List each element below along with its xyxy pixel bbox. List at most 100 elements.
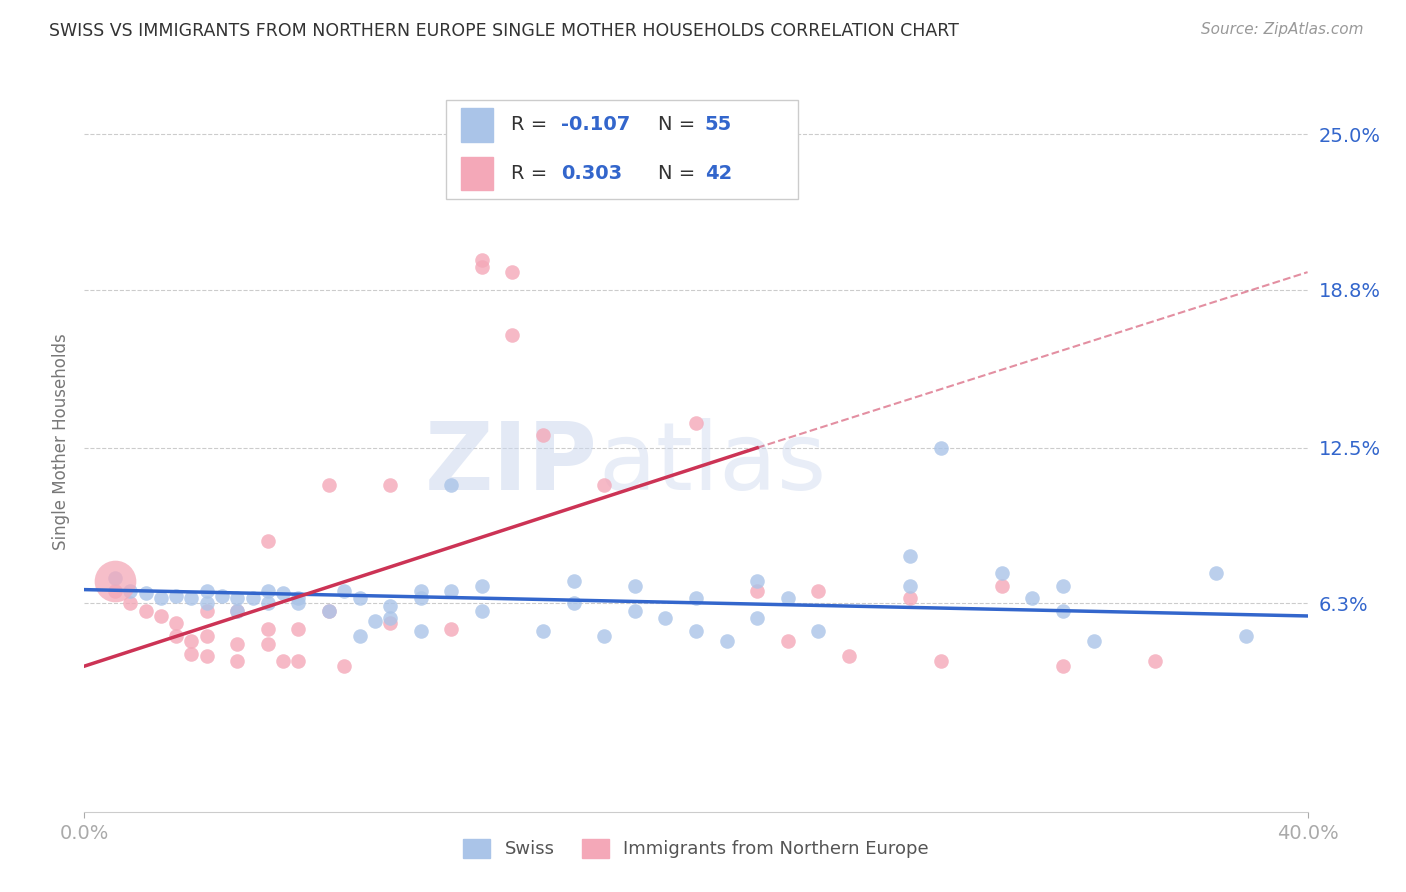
Point [257, 583, 280, 598]
Point [747, 611, 769, 625]
Text: R =: R = [510, 163, 554, 183]
Point [807, 583, 830, 598]
Point [364, 614, 387, 628]
Point [195, 604, 218, 618]
Point [440, 622, 463, 636]
Point [685, 591, 707, 606]
Point [747, 583, 769, 598]
Point [776, 634, 799, 648]
Point [104, 583, 127, 598]
Point [380, 616, 402, 631]
Point [531, 624, 554, 638]
Point [747, 574, 769, 588]
Point [226, 591, 249, 606]
Point [349, 591, 371, 606]
Point [226, 636, 249, 650]
Point [593, 478, 616, 492]
Point [502, 265, 524, 279]
Point [349, 629, 371, 643]
Point [929, 441, 952, 455]
Point [242, 591, 264, 606]
Point [471, 260, 494, 274]
Point [776, 591, 799, 606]
Point [257, 596, 280, 610]
Point [195, 649, 218, 664]
Point [120, 583, 142, 598]
Point [211, 589, 233, 603]
Text: Source: ZipAtlas.com: Source: ZipAtlas.com [1201, 22, 1364, 37]
Point [991, 579, 1014, 593]
Point [226, 604, 249, 618]
Point [471, 579, 494, 593]
Point [1052, 604, 1074, 618]
FancyBboxPatch shape [447, 100, 797, 199]
Point [318, 604, 340, 618]
Point [333, 583, 356, 598]
Point [593, 629, 616, 643]
Point [135, 604, 157, 618]
Point [898, 591, 921, 606]
Bar [461, 157, 494, 190]
Text: atlas: atlas [598, 417, 827, 509]
Y-axis label: Single Mother Households: Single Mother Households [52, 334, 70, 549]
Text: 42: 42 [704, 163, 733, 183]
Point [104, 571, 127, 585]
Point [195, 629, 218, 643]
Point [333, 659, 356, 673]
Point [531, 428, 554, 442]
Point [440, 478, 463, 492]
Point [1052, 579, 1074, 593]
Point [1143, 654, 1166, 668]
Point [1083, 634, 1105, 648]
Point [685, 624, 707, 638]
Point [257, 622, 280, 636]
Point [287, 654, 309, 668]
Point [195, 583, 218, 598]
Point [380, 478, 402, 492]
Point [271, 654, 294, 668]
Point [409, 624, 432, 638]
Point [180, 647, 202, 661]
Point [180, 634, 202, 648]
Point [1052, 659, 1074, 673]
Point [180, 591, 202, 606]
Point [440, 583, 463, 598]
Point [257, 636, 280, 650]
Text: SWISS VS IMMIGRANTS FROM NORTHERN EUROPE SINGLE MOTHER HOUSEHOLDS CORRELATION CH: SWISS VS IMMIGRANTS FROM NORTHERN EUROPE… [49, 22, 959, 40]
Point [409, 583, 432, 598]
Point [165, 616, 187, 631]
Text: 55: 55 [704, 115, 733, 135]
Point [165, 589, 187, 603]
Point [120, 596, 142, 610]
Point [807, 624, 830, 638]
Point [226, 604, 249, 618]
Point [135, 586, 157, 600]
Point [149, 609, 172, 624]
Text: ZIP: ZIP [425, 417, 598, 509]
Point [287, 591, 309, 606]
Text: N =: N = [658, 163, 702, 183]
Point [380, 611, 402, 625]
Legend: Swiss, Immigrants from Northern Europe: Swiss, Immigrants from Northern Europe [456, 832, 936, 865]
Point [409, 591, 432, 606]
Point [165, 629, 187, 643]
Point [654, 611, 676, 625]
Point [1021, 591, 1043, 606]
Point [991, 566, 1014, 581]
Point [562, 574, 585, 588]
Point [1236, 629, 1258, 643]
Point [838, 649, 860, 664]
Point [380, 599, 402, 613]
Point [226, 654, 249, 668]
Text: -0.107: -0.107 [561, 115, 630, 135]
Point [318, 604, 340, 618]
Point [271, 586, 294, 600]
Point [287, 596, 309, 610]
Point [624, 579, 647, 593]
Point [929, 654, 952, 668]
Point [104, 574, 127, 588]
Point [898, 579, 921, 593]
Point [898, 549, 921, 563]
Point [685, 416, 707, 430]
Point [471, 252, 494, 267]
